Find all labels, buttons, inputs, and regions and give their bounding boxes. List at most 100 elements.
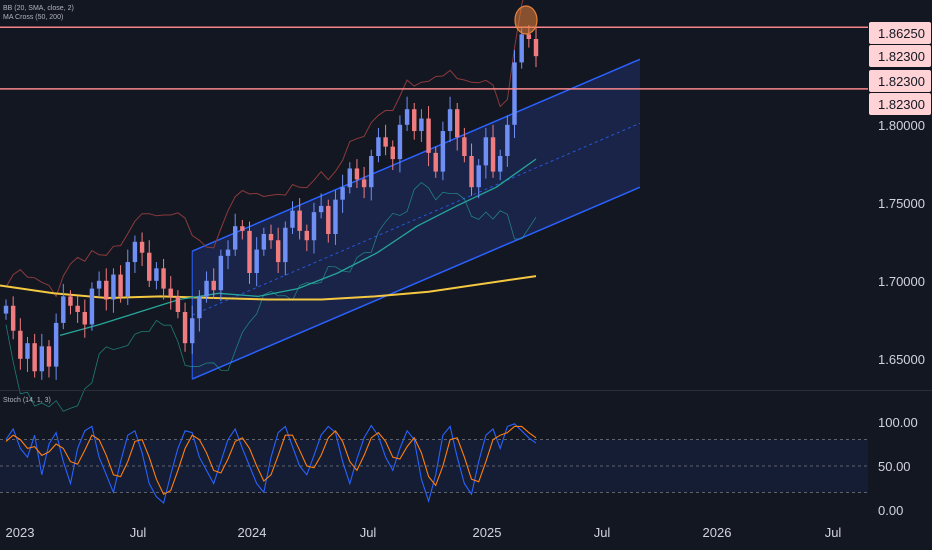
candle-body xyxy=(197,296,202,319)
candle-body xyxy=(290,210,295,228)
candle-body xyxy=(283,227,288,263)
indicator-legend: BB (20, SMA, close, 2) MA Cross (50, 200… xyxy=(3,4,74,22)
moving-averages xyxy=(0,158,537,337)
candle-body xyxy=(68,296,73,306)
candle-body xyxy=(247,230,252,273)
price-tag-label: 1.86250 xyxy=(878,26,925,41)
bollinger-bands xyxy=(5,0,537,412)
candle-body xyxy=(340,187,345,200)
candle-body xyxy=(61,296,66,323)
candle-body xyxy=(39,346,45,372)
candle-body xyxy=(104,280,109,300)
channel-lower-line[interactable] xyxy=(191,186,641,380)
candle-body xyxy=(476,165,481,188)
candle-body xyxy=(32,343,37,372)
candlestick-series xyxy=(3,24,539,380)
candle-body xyxy=(268,234,274,241)
time-tick-label: 2026 xyxy=(703,525,732,540)
candle-body xyxy=(125,262,130,297)
stoch-legend[interactable]: Stoch (14, 1, 3) xyxy=(3,397,51,404)
stochastic-axis: 100.00 50.00 0.00 xyxy=(878,415,918,518)
time-tick-label: Jul xyxy=(825,525,842,540)
candle-body xyxy=(376,137,381,156)
price-tag-label: 1.82300 xyxy=(878,97,925,112)
price-tag-label: 1.82300 xyxy=(878,49,925,64)
candle-body xyxy=(182,312,188,344)
candle-body xyxy=(204,280,209,297)
candle-body xyxy=(333,199,338,234)
price-axis[interactable]: 1.80000 1.75000 1.70000 1.65000 xyxy=(878,118,925,367)
candle-body xyxy=(18,330,23,359)
channel-upper-line[interactable] xyxy=(191,58,641,252)
candle-body xyxy=(361,179,367,188)
candle-body xyxy=(261,234,267,250)
stoch-tick-label: 100.00 xyxy=(878,415,918,430)
candle-body xyxy=(139,241,145,253)
price-tag-box xyxy=(869,45,931,67)
candle-body xyxy=(175,296,181,312)
stoch-tick-label: 50.00 xyxy=(878,459,911,474)
resistance-levels[interactable] xyxy=(0,26,868,90)
candle-body xyxy=(96,280,102,289)
price-tag-box xyxy=(869,93,931,115)
stochastic-pane xyxy=(0,423,868,504)
candle-body xyxy=(297,210,302,231)
candle-body xyxy=(225,249,231,256)
candle-body xyxy=(526,34,532,39)
candle-body xyxy=(111,274,116,300)
candle-body xyxy=(118,274,123,297)
candle-body xyxy=(75,305,80,312)
candle-body xyxy=(3,305,9,314)
candle-body xyxy=(240,226,245,231)
candle-body xyxy=(161,268,166,289)
price-tags: 1.86250 1.82300 1.82300 1.82300 xyxy=(869,22,931,115)
ma-cross-legend[interactable]: MA Cross (50, 200) xyxy=(3,14,64,21)
candle-body xyxy=(154,268,159,281)
candle-body xyxy=(53,322,59,367)
candle-body xyxy=(254,249,259,273)
price-tick-label: 1.80000 xyxy=(878,118,925,133)
price-tag-box xyxy=(869,22,931,44)
bb-legend[interactable]: BB (20, SMA, close, 2) xyxy=(3,5,74,12)
candle-body xyxy=(218,255,224,291)
price-tick-label: 1.70000 xyxy=(878,274,925,289)
candle-body xyxy=(82,312,88,325)
candle-body xyxy=(412,109,417,132)
price-tick-label: 1.65000 xyxy=(878,352,925,367)
candle-body xyxy=(397,124,403,160)
candle-body xyxy=(369,156,374,188)
candle-body xyxy=(354,168,360,180)
candle-body xyxy=(318,205,324,213)
time-tick-label: 2024 xyxy=(238,525,267,540)
candle-body xyxy=(189,318,195,344)
time-axis[interactable]: 2023 Jul 2024 Jul 2025 Jul 2026 Jul xyxy=(6,525,842,540)
candle-body xyxy=(275,240,281,263)
candle-body xyxy=(326,205,331,234)
candle-body xyxy=(211,280,216,291)
bb-lower-band xyxy=(5,181,537,412)
candle-body xyxy=(512,62,517,125)
candle-body xyxy=(25,343,30,359)
bb-upper-band xyxy=(5,0,524,298)
candle-body xyxy=(462,137,467,156)
candle-body xyxy=(168,288,173,297)
time-tick-label: Jul xyxy=(360,525,377,540)
price-tag-label: 1.82300 xyxy=(878,74,925,89)
candle-body xyxy=(447,109,453,132)
stoch-tick-label: 0.00 xyxy=(878,503,903,518)
candle-body xyxy=(304,230,310,241)
peak-circle[interactable] xyxy=(514,5,538,35)
time-tick-label: 2023 xyxy=(6,525,35,540)
candle-body xyxy=(147,252,152,281)
candle-body xyxy=(505,124,510,156)
candle-body xyxy=(383,137,388,147)
candle-body xyxy=(483,137,489,166)
time-tick-label: Jul xyxy=(130,525,147,540)
peak-marker[interactable] xyxy=(514,5,538,35)
candle-body xyxy=(426,118,431,153)
price-tick-label: 1.75000 xyxy=(878,196,925,211)
time-tick-label: 2025 xyxy=(473,525,502,540)
stoch-d-line xyxy=(5,425,537,495)
candle-body xyxy=(132,241,138,263)
